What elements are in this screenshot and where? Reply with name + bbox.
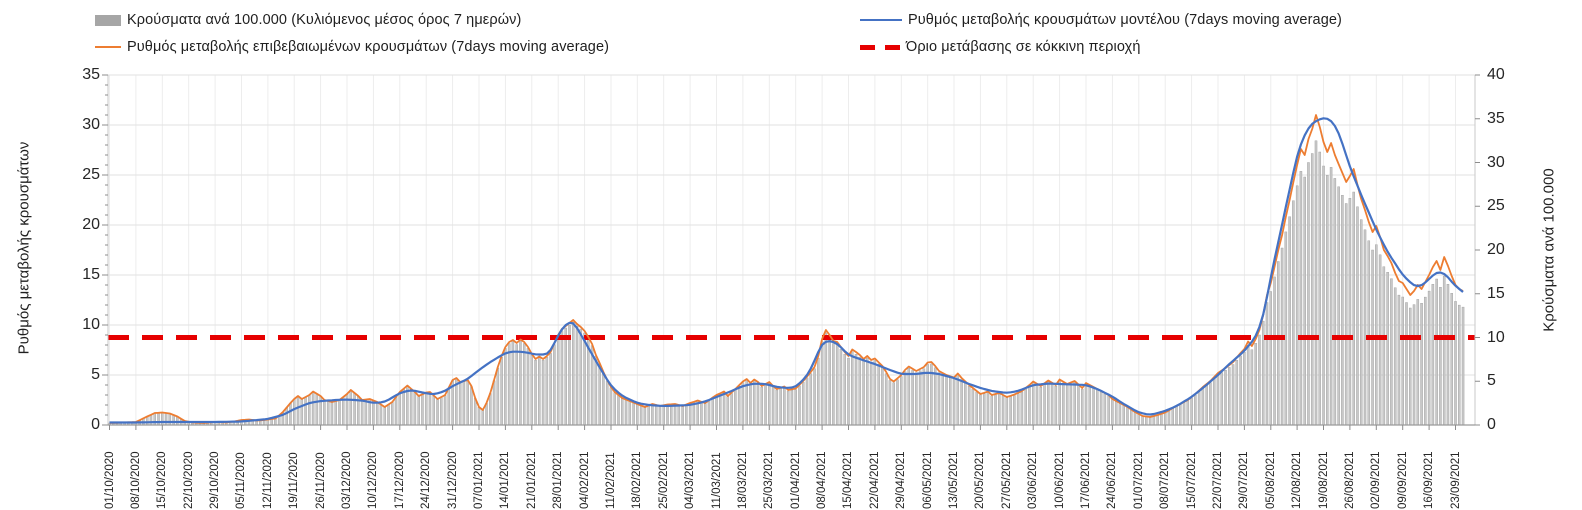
left-axis-tick-label: 0 [91, 416, 100, 433]
x-axis-tick-label: 16/09/2021 [1423, 451, 1436, 509]
x-axis-tick-label: 29/04/2021 [895, 451, 908, 509]
legend-item-threshold-line: Όριο μετάβασης σε κόκκινη περιοχή [860, 38, 1141, 56]
x-axis-tick-label: 01/07/2021 [1132, 451, 1145, 509]
left-axis-tick-label: 35 [82, 66, 100, 83]
blue-line-swatch-icon [860, 19, 902, 21]
right-axis-tick-label: 35 [1487, 109, 1505, 127]
red-dash-swatch-icon [860, 44, 900, 50]
right-axis-tick-label: 30 [1487, 153, 1505, 171]
left-axis-tick-label: 5 [91, 366, 100, 383]
left-axis-tick-label: 20 [82, 216, 100, 233]
x-axis-tick-label: 21/01/2021 [525, 451, 538, 509]
horizontal-gridlines [108, 74, 1475, 376]
x-axis-tick-label: 24/06/2021 [1106, 451, 1119, 509]
x-axis-tick-label: 25/02/2021 [657, 451, 670, 509]
x-axis-tick-label: 11/03/2021 [710, 452, 723, 509]
x-axis-tick-label: 01/04/2021 [789, 451, 802, 509]
x-axis-tick-label: 11/02/2021 [604, 452, 617, 509]
right-axis-tick-label: 20 [1487, 241, 1505, 258]
x-axis-tick-label: 31/12/2020 [446, 451, 459, 509]
x-axis-tick-label: 26/11/2020 [314, 452, 327, 509]
x-axis-tick-label: 10/12/2020 [367, 451, 380, 509]
x-axis-tick-label: 15/04/2021 [842, 451, 855, 509]
x-axis-tick-label: 22/07/2021 [1211, 451, 1224, 509]
bars-series [108, 140, 1465, 426]
x-axis-tick-label: 07/01/2021 [472, 451, 485, 509]
left-axis-tick-label: 15 [82, 266, 100, 283]
right-axis-tick-label: 10 [1487, 328, 1505, 346]
bar-swatch-icon [95, 14, 121, 26]
x-axis-tick-label: 22/10/2020 [182, 451, 195, 509]
right-axis-tick-label: 25 [1487, 197, 1505, 215]
x-axis-tick-label: 24/12/2020 [420, 451, 433, 509]
legend-label: Κρούσματα ανά 100.000 (Κυλιόμενος μέσος … [127, 12, 522, 28]
legend-item-confirmed-line: Ρυθμός μεταβολής επιβεβαιωμένων κρουσμάτ… [95, 38, 609, 56]
x-axis-tick-label: 03/06/2021 [1027, 451, 1040, 509]
x-axis-tick-label: 10/06/2021 [1053, 451, 1066, 509]
right-axis-tick-label: 40 [1487, 66, 1505, 83]
legend-label: Ρυθμός μεταβολής επιβεβαιωμένων κρουσμάτ… [127, 39, 610, 55]
x-axis-tick-label: 17/12/2020 [393, 451, 406, 509]
x-axis-tick-label: 01/10/2020 [103, 451, 116, 509]
left-axis-tick-label: 10 [82, 316, 100, 333]
legend-label: Ρυθμός μεταβολής κρουσμάτων μοντέλου (7d… [908, 12, 1342, 28]
x-axis-tick-label: 08/10/2020 [129, 451, 142, 509]
x-axis-tick-label: 18/03/2021 [736, 451, 749, 509]
x-axis-tick-label: 22/04/2021 [868, 451, 881, 509]
x-axis-tick-label: 19/11/2020 [288, 452, 301, 509]
x-axis-tick-label: 19/08/2021 [1317, 451, 1330, 509]
x-axis-tick-label: 12/08/2021 [1291, 451, 1304, 509]
x-axis-tick-label: 14/01/2021 [499, 451, 512, 509]
x-axis-tick-label: 02/09/2021 [1370, 451, 1383, 509]
vertical-gridlines [109, 75, 1456, 425]
x-axis-tick-label: 27/05/2021 [1000, 451, 1013, 509]
x-axis-tick-label: 05/11/2020 [235, 452, 248, 509]
right-axis-tick-label: 15 [1487, 284, 1505, 302]
x-axis-tick-label: 25/03/2021 [763, 451, 776, 509]
x-axis-tick-label: 29/07/2021 [1238, 451, 1251, 509]
x-axis-tick-label: 13/05/2021 [948, 451, 961, 509]
x-axis-tick-label: 20/05/2021 [974, 451, 987, 509]
x-axis-tick-label: 08/07/2021 [1159, 451, 1172, 509]
right-axis-tick-label: 5 [1487, 372, 1496, 390]
left-axis-title: Ρυθμός μεταβολής κρουσμάτων [15, 141, 33, 355]
orange-line-swatch-icon [95, 46, 121, 48]
x-axis-tick-label: 29/10/2020 [209, 451, 222, 509]
left-axis-tick-label: 30 [82, 116, 100, 133]
x-axis-tick-label: 15/07/2021 [1185, 451, 1198, 509]
x-axis-tick-label: 04/02/2021 [578, 451, 591, 509]
x-axis-tick-label: 23/09/2021 [1449, 451, 1462, 509]
x-axis-tick-label: 17/06/2021 [1080, 451, 1092, 509]
legend-label: Όριο μετάβασης σε κόκκινη περιοχή [906, 39, 1141, 55]
right-axis-tick-label: 0 [1487, 416, 1496, 433]
x-axis-tick-label: 15/10/2020 [156, 451, 169, 509]
x-axis-tick-label: 28/01/2021 [552, 451, 565, 509]
x-axis-tick-label: 05/08/2021 [1264, 451, 1277, 509]
x-axis-tick-label: 03/12/2020 [341, 451, 354, 509]
left-axis-tick-label: 25 [82, 166, 100, 183]
x-axis-tick-label: 08/04/2021 [816, 451, 829, 509]
x-axis-tick-label: 04/03/2021 [684, 451, 697, 509]
x-axis-tick-label: 18/02/2021 [631, 451, 644, 509]
legend-item-cases-bars: Κρούσματα ανά 100.000 (Κυλιόμενος μέσος … [95, 11, 521, 29]
x-axis-tick-label: 26/08/2021 [1343, 451, 1356, 509]
model-line [109, 117, 1464, 424]
x-axis-tick-label: 12/11/2020 [261, 452, 274, 509]
right-axis-title: Κρούσματα ανά 100.000 [1540, 168, 1558, 332]
legend-item-model-line: Ρυθμός μεταβολής κρουσμάτων μοντέλου (7d… [860, 11, 1342, 29]
axes-and-ticks [102, 74, 1480, 430]
x-axis-tick-label: 06/05/2021 [921, 451, 934, 509]
x-axis-tick-label: 09/09/2021 [1396, 451, 1409, 509]
